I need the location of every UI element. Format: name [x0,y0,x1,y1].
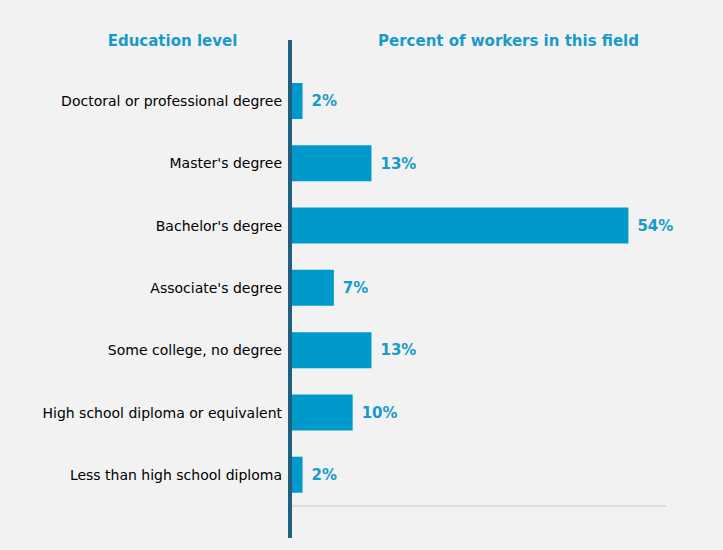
svg-text:Less than high school diploma: Less than high school diploma [70,467,282,483]
svg-text:13%: 13% [380,155,416,173]
svg-text:Doctoral or professional degre: Doctoral or professional degree [61,93,282,109]
svg-text:Master's degree: Master's degree [170,155,282,171]
svg-text:54%: 54% [637,217,673,235]
svg-text:10%: 10% [362,404,398,422]
svg-text:2%: 2% [312,466,337,484]
svg-text:Bachelor's degree: Bachelor's degree [156,218,282,234]
svg-text:2%: 2% [312,92,337,110]
html-text:Education level: Education level [107,32,238,50]
svg-text:7%: 7% [343,279,368,297]
svg-text:High school diploma or equival: High school diploma or equivalent [42,405,282,421]
svg-text:Some college, no degree: Some college, no degree [108,342,282,358]
svg-text:13%: 13% [380,341,416,359]
svg-text:Associate's degree: Associate's degree [150,280,282,296]
html-text:Percent of workers in this fie: Percent of workers in this field [378,32,639,50]
